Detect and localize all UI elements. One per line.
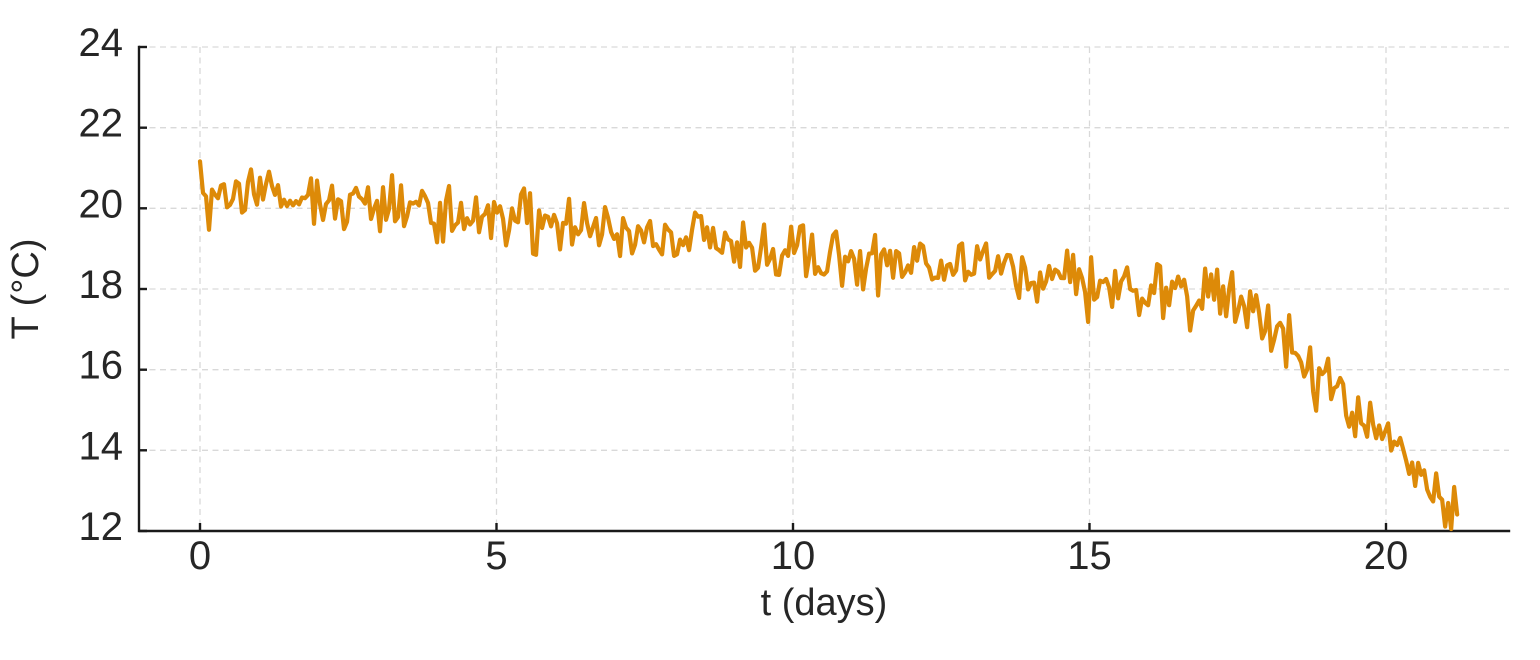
svg-text:20: 20 <box>79 182 124 226</box>
svg-text:10: 10 <box>771 534 816 578</box>
svg-text:15: 15 <box>1067 534 1112 578</box>
svg-text:16: 16 <box>79 344 124 388</box>
svg-text:0: 0 <box>189 534 211 578</box>
svg-text:12: 12 <box>79 505 124 549</box>
svg-text:20: 20 <box>1364 534 1409 578</box>
svg-text:T (°C): T (°C) <box>5 238 47 339</box>
svg-text:24: 24 <box>79 21 124 65</box>
svg-text:t (days): t (days) <box>761 582 888 624</box>
svg-text:22: 22 <box>79 102 124 146</box>
svg-text:5: 5 <box>485 534 507 578</box>
svg-text:18: 18 <box>79 263 124 307</box>
svg-text:14: 14 <box>79 424 124 468</box>
